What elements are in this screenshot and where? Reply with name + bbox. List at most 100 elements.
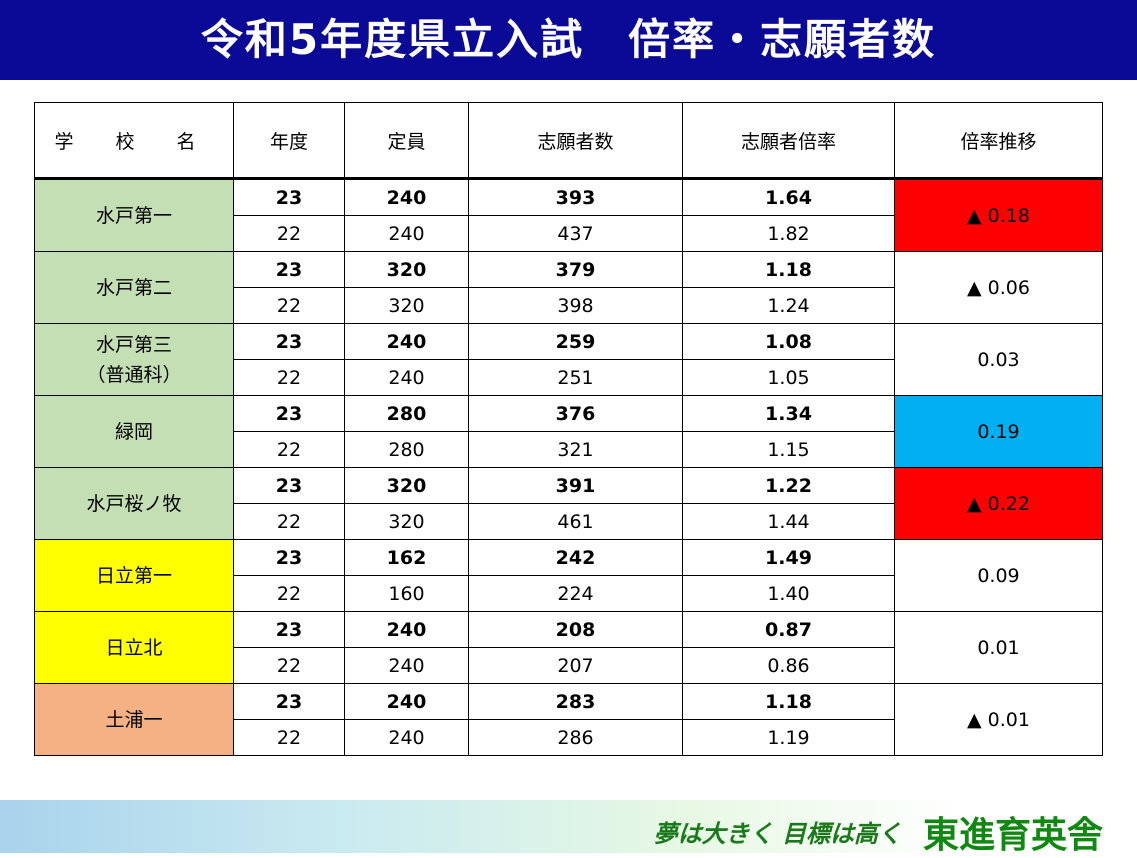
cell-previous-applicants: 251 bbox=[468, 359, 683, 396]
header-row: 学 校 名 年度 定員 志願者数 志願者倍率 倍率推移 bbox=[34, 102, 1103, 180]
cell-current-ratio: 1.18 bbox=[682, 683, 895, 720]
trend-cell: 0.19 bbox=[894, 395, 1103, 468]
header-ratio: 志願者倍率 bbox=[682, 102, 895, 180]
cell-previous-ratio: 1.24 bbox=[682, 287, 895, 324]
trend-cell: ▲ 0.18 bbox=[894, 178, 1103, 252]
cell-previous-ratio: 0.86 bbox=[682, 647, 895, 684]
cell-current-capacity: 320 bbox=[344, 251, 469, 288]
cell-current-applicants: 379 bbox=[468, 251, 683, 288]
cell-previous-year: 22 bbox=[233, 287, 345, 324]
cell-previous-capacity: 160 bbox=[344, 575, 469, 612]
cell-current-applicants: 391 bbox=[468, 467, 683, 504]
header-school: 学 校 名 bbox=[34, 102, 234, 180]
table-row: 22 320 398 1.24 bbox=[35, 287, 1103, 324]
cell-previous-applicants: 398 bbox=[468, 287, 683, 324]
cell-current-ratio: 1.49 bbox=[682, 539, 895, 576]
cell-current-year: 23 bbox=[233, 683, 345, 720]
cell-current-year: 23 bbox=[233, 395, 345, 432]
school-name: 水戸第三 （普通科） bbox=[34, 323, 234, 396]
cell-current-year: 23 bbox=[233, 539, 345, 576]
table-row: 22 280 321 1.15 bbox=[35, 431, 1103, 468]
cell-previous-ratio: 1.15 bbox=[682, 431, 895, 468]
cell-previous-year: 22 bbox=[233, 719, 345, 756]
cell-previous-applicants: 224 bbox=[468, 575, 683, 612]
page-title: 令和5年度県立入試 倍率・志願者数 bbox=[0, 0, 1137, 80]
cell-current-ratio: 1.18 bbox=[682, 251, 895, 288]
cell-current-capacity: 240 bbox=[344, 611, 469, 648]
footer-brand-logo: 東進育英舎 bbox=[922, 814, 1103, 856]
cell-current-applicants: 242 bbox=[468, 539, 683, 576]
cell-current-capacity: 162 bbox=[344, 539, 469, 576]
cell-current-capacity: 280 bbox=[344, 395, 469, 432]
table-row: 22 240 286 1.19 bbox=[35, 719, 1103, 756]
table-body: 水戸第一 23 240 393 1.64 ▲ 0.18 22 240 437 1.82 水戸第二 23… bbox=[34, 178, 1103, 756]
cell-current-capacity: 320 bbox=[344, 467, 469, 504]
cell-previous-ratio: 1.82 bbox=[682, 215, 895, 252]
table-row: 水戸第一 23 240 393 1.64 ▲ 0.18 bbox=[34, 178, 1103, 252]
cell-previous-capacity: 280 bbox=[344, 431, 469, 468]
cell-current-ratio: 1.34 bbox=[682, 395, 895, 432]
table-row: 土浦一 23 240 283 1.18 ▲ 0.01 bbox=[34, 683, 1103, 756]
school-name: 緑岡 bbox=[34, 395, 234, 468]
school-name: 水戸第一 bbox=[34, 178, 234, 252]
cell-current-ratio: 0.87 bbox=[682, 611, 895, 648]
school-name: 日立第一 bbox=[34, 539, 234, 612]
table-row: 22 320 461 1.44 bbox=[35, 503, 1103, 540]
cell-previous-applicants: 286 bbox=[468, 719, 683, 756]
cell-previous-applicants: 461 bbox=[468, 503, 683, 540]
cell-current-year: 23 bbox=[233, 178, 345, 216]
school-name: 水戸桜ノ牧 bbox=[34, 467, 234, 540]
cell-current-year: 23 bbox=[233, 251, 345, 288]
trend-cell: ▲ 0.22 bbox=[894, 467, 1103, 540]
cell-previous-ratio: 1.05 bbox=[682, 359, 895, 396]
results-table: 学 校 名 年度 定員 志願者数 志願者倍率 倍率推移 水戸第一 23 240 393… bbox=[34, 102, 1103, 756]
cell-previous-applicants: 437 bbox=[468, 215, 683, 252]
table-row: 水戸第三 （普通科） 23 240 259 1.08 0.03 bbox=[34, 323, 1103, 396]
table-row: 水戸桜ノ牧 23 320 391 1.22 ▲ 0.22 bbox=[34, 467, 1103, 540]
cell-current-applicants: 283 bbox=[468, 683, 683, 720]
footer-slogan: 夢は大きく 目標は高く bbox=[653, 819, 902, 848]
trend-cell: 0.01 bbox=[894, 611, 1103, 684]
school-name: 土浦一 bbox=[34, 683, 234, 756]
cell-previous-year: 22 bbox=[233, 647, 345, 684]
cell-current-ratio: 1.64 bbox=[682, 178, 895, 216]
header-applicants: 志願者数 bbox=[468, 102, 683, 180]
cell-previous-ratio: 1.40 bbox=[682, 575, 895, 612]
table-row: 水戸第二 23 320 379 1.18 ▲ 0.06 bbox=[34, 251, 1103, 324]
cell-current-year: 23 bbox=[233, 467, 345, 504]
table-row: 22 160 224 1.40 bbox=[35, 575, 1103, 612]
cell-current-applicants: 376 bbox=[468, 395, 683, 432]
cell-previous-applicants: 321 bbox=[468, 431, 683, 468]
cell-previous-ratio: 1.44 bbox=[682, 503, 895, 540]
header-trend: 倍率推移 bbox=[894, 102, 1103, 180]
table-row: 緑岡 23 280 376 1.34 0.19 bbox=[34, 395, 1103, 468]
header-year: 年度 bbox=[233, 102, 345, 180]
cell-previous-year: 22 bbox=[233, 503, 345, 540]
cell-current-capacity: 240 bbox=[344, 178, 469, 216]
trend-cell: ▲ 0.01 bbox=[894, 683, 1103, 756]
cell-current-year: 23 bbox=[233, 611, 345, 648]
cell-previous-year: 22 bbox=[233, 359, 345, 396]
cell-current-ratio: 1.08 bbox=[682, 323, 895, 360]
footer: 夢は大きく 目標は高く 東進育英舎 bbox=[0, 800, 1137, 856]
table-row: 日立北 23 240 208 0.87 0.01 bbox=[34, 611, 1103, 684]
cell-previous-year: 22 bbox=[233, 215, 345, 252]
school-name: 水戸第二 bbox=[34, 251, 234, 324]
trend-cell: 0.03 bbox=[894, 323, 1103, 396]
cell-current-ratio: 1.22 bbox=[682, 467, 895, 504]
header-capacity: 定員 bbox=[344, 102, 469, 180]
table-row: 日立第一 23 162 242 1.49 0.09 bbox=[34, 539, 1103, 612]
cell-previous-year: 22 bbox=[233, 575, 345, 612]
cell-previous-capacity: 320 bbox=[344, 287, 469, 324]
cell-previous-year: 22 bbox=[233, 431, 345, 468]
cell-current-applicants: 208 bbox=[468, 611, 683, 648]
cell-previous-capacity: 240 bbox=[344, 215, 469, 252]
table-row: 22 240 251 1.05 bbox=[35, 359, 1103, 396]
cell-current-applicants: 393 bbox=[468, 178, 683, 216]
school-name: 日立北 bbox=[34, 611, 234, 684]
cell-previous-applicants: 207 bbox=[468, 647, 683, 684]
cell-current-applicants: 259 bbox=[468, 323, 683, 360]
cell-current-capacity: 240 bbox=[344, 323, 469, 360]
cell-current-year: 23 bbox=[233, 323, 345, 360]
table-row: 22 240 207 0.86 bbox=[35, 647, 1103, 684]
